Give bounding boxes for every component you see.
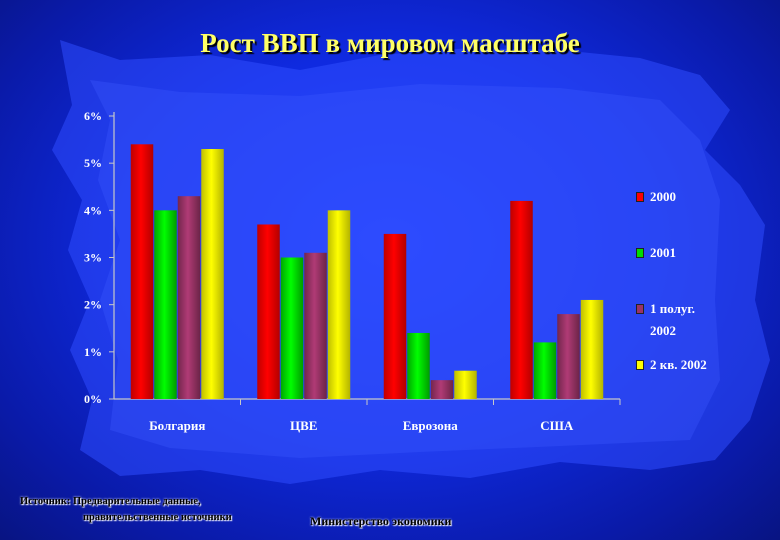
y-tick-label: 2% <box>84 298 102 312</box>
bar <box>407 332 430 399</box>
bar <box>280 257 304 399</box>
bar <box>454 370 477 399</box>
bar <box>510 200 533 399</box>
chart-title: Рост ВВП в мировом масштабе <box>200 28 580 58</box>
bar <box>177 196 201 399</box>
bar <box>130 144 154 399</box>
legend-swatch <box>636 304 644 314</box>
y-tick-label: 4% <box>84 203 102 217</box>
legend-label: 1 полуг. 2002 <box>650 301 696 338</box>
bar <box>154 210 177 399</box>
legend-swatch <box>636 360 644 370</box>
bar <box>557 314 580 399</box>
y-tick-label: 3% <box>84 251 102 265</box>
source-note-line1: Источник: Предварительные данные, <box>20 496 201 507</box>
y-tick-label: 0% <box>84 392 102 406</box>
bar <box>580 299 604 399</box>
legend-swatch <box>636 192 644 202</box>
ministry-footer: Министерство экономики <box>310 514 452 528</box>
bar <box>201 149 224 399</box>
bar <box>327 210 351 399</box>
legend-swatch <box>636 248 644 258</box>
x-tick-label: ЦВЕ <box>290 418 317 433</box>
x-tick-label: Еврозона <box>403 418 459 433</box>
x-tick-label: Болгария <box>149 418 205 433</box>
bar <box>533 342 557 399</box>
x-tick-label: США <box>540 418 574 433</box>
bar <box>383 233 407 399</box>
legend-label: 2001 <box>650 245 676 260</box>
source-note-line2: правительственные источники <box>83 512 232 523</box>
legend-label: 2 кв. 2002 <box>650 357 707 372</box>
y-tick-label: 1% <box>84 345 102 359</box>
y-tick-label: 5% <box>84 156 102 170</box>
y-tick-label: 6% <box>84 109 102 123</box>
bar <box>257 224 280 399</box>
bar <box>304 252 327 399</box>
source-note: Источник: Предварительные данные, правит… <box>20 494 232 526</box>
bar <box>430 380 454 399</box>
legend-label: 2000 <box>650 189 676 204</box>
